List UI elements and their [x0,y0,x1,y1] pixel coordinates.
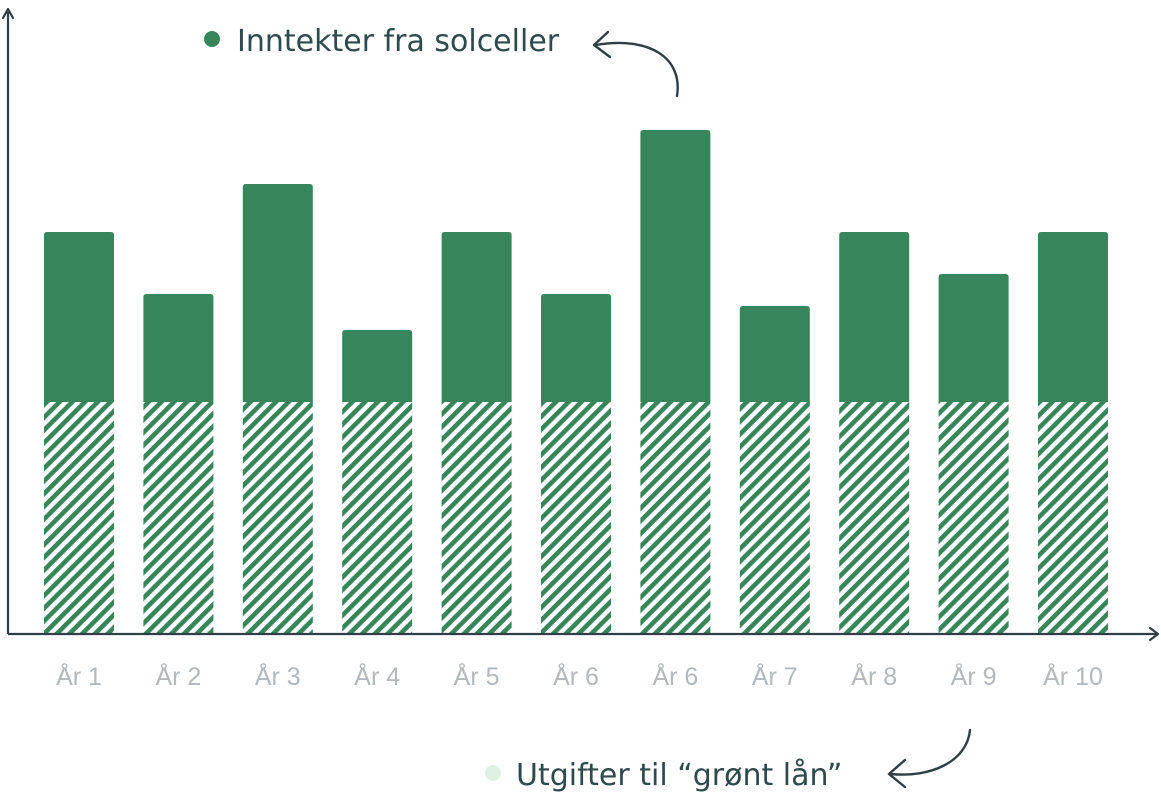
bar-income [541,294,611,402]
x-tick-label: År 3 [255,661,301,691]
bar-expense [342,402,413,634]
x-tick-labels: År 1 År 2 År 3 År 4 År 5 År 6 År 6 År 7 År 8 År 9… [56,661,1103,691]
bar-expense [938,402,1009,634]
curved-arrow-head-icon [592,30,612,59]
bar-expense [242,402,313,634]
legend-label-expense: Utgifter til “grønt lån” [516,758,842,793]
bar-income [342,330,413,402]
bar-expense [1038,402,1108,634]
legend-marker-income [204,31,220,47]
bar-income [441,232,512,402]
x-tick-label: År 2 [155,661,201,691]
y-axis-arrowhead [1,7,15,20]
bar-income [640,130,711,402]
x-tick-label: År 4 [354,661,400,691]
x-tick-label: År 1 [56,661,102,691]
curved-arrow-head-icon [887,758,907,789]
x-tick-label: År 6 [652,661,698,691]
legend-marker-expense [485,765,501,781]
bar-income [242,184,313,402]
x-tick-label: År 5 [454,661,500,691]
curved-arrow-icon [594,41,679,98]
bar-expense [44,402,114,634]
bar-income [143,294,214,402]
bar-income [839,232,910,402]
bars-group [44,130,1108,634]
bar-expense [839,402,910,634]
bar-expense [739,402,810,634]
legend-label-income: Inntekter fra solceller [237,24,560,59]
bar-expense [143,402,214,634]
bar-income [739,306,810,402]
x-axis-arrowhead [1148,626,1160,642]
bar-expense [441,402,512,634]
axes [1,7,1160,642]
bar-income [938,274,1009,402]
x-tick-label: År 9 [951,661,997,691]
bar-income [1038,232,1108,402]
x-tick-label: År 10 [1043,661,1103,691]
x-tick-label: År 7 [752,661,798,691]
bar-expense [541,402,611,634]
curved-arrow-icon [889,728,972,776]
bar-expense [640,402,711,634]
x-tick-label: År 6 [553,661,599,691]
x-tick-label: År 8 [851,661,897,691]
bar-income [44,232,114,402]
legend-top: Inntekter fra solceller [204,24,679,98]
legend-bottom: Utgifter til “grønt lån” [485,728,972,793]
